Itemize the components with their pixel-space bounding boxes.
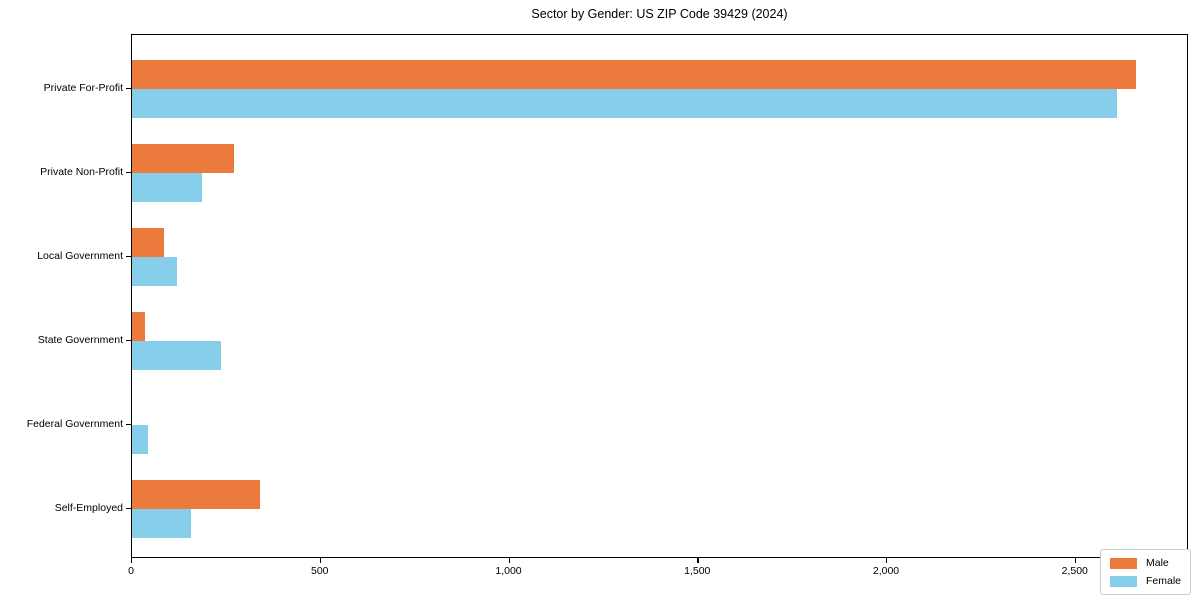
male-series-swatch [1109,557,1137,569]
legend: Male Female [1099,549,1191,595]
legend-label-female: Female [1145,575,1181,587]
bar-male-3 [132,312,145,341]
x-tick-label: 500 [310,565,329,577]
x-tick-label: 2,500 [1061,565,1088,577]
y-tick-label: Self-Employed [54,501,123,514]
x-tick-mark [319,558,322,563]
y-tick-mark [126,88,131,90]
plot-area [131,34,1188,558]
y-tick-label: Federal Government [26,417,123,430]
x-tick-label: 1,500 [684,565,711,577]
y-tick-mark [126,172,131,174]
x-tick-label: 2,000 [872,565,900,577]
x-tick-mark [508,558,510,563]
y-tick-mark [126,340,131,342]
x-tick-label: 0 [128,565,134,577]
bar-female-4 [132,425,148,454]
bar-male-2 [132,228,164,257]
bar-female-1 [132,173,202,202]
legend-label-male: Male [1145,557,1169,569]
chart-title: Sector by Gender: US ZIP Code 39429 (202… [531,7,788,21]
bar-male-0 [132,60,1136,89]
bar-female-0 [132,89,1117,118]
y-tick-mark [126,508,131,510]
y-tick-mark [126,256,131,258]
bar-female-5 [132,509,191,538]
bar-male-1 [132,144,234,173]
x-tick-mark [886,558,888,563]
legend-item-female: Female [1109,575,1181,587]
y-tick-mark [126,424,131,426]
y-tick-label: State Government [37,333,123,346]
x-tick-mark [697,558,699,563]
y-tick-label: Private For-Profit [43,81,123,94]
bar-female-2 [132,257,177,286]
bar-male-5 [132,480,260,509]
x-tick-mark [131,558,133,563]
y-tick-label: Local Government [37,249,123,262]
bar-female-3 [132,341,221,370]
y-tick-label: Private Non-Profit [40,165,123,178]
female-series-swatch [1109,575,1137,587]
x-tick-mark [1074,558,1077,563]
x-tick-label: 1,000 [495,565,522,577]
legend-item-male: Male [1109,557,1181,569]
